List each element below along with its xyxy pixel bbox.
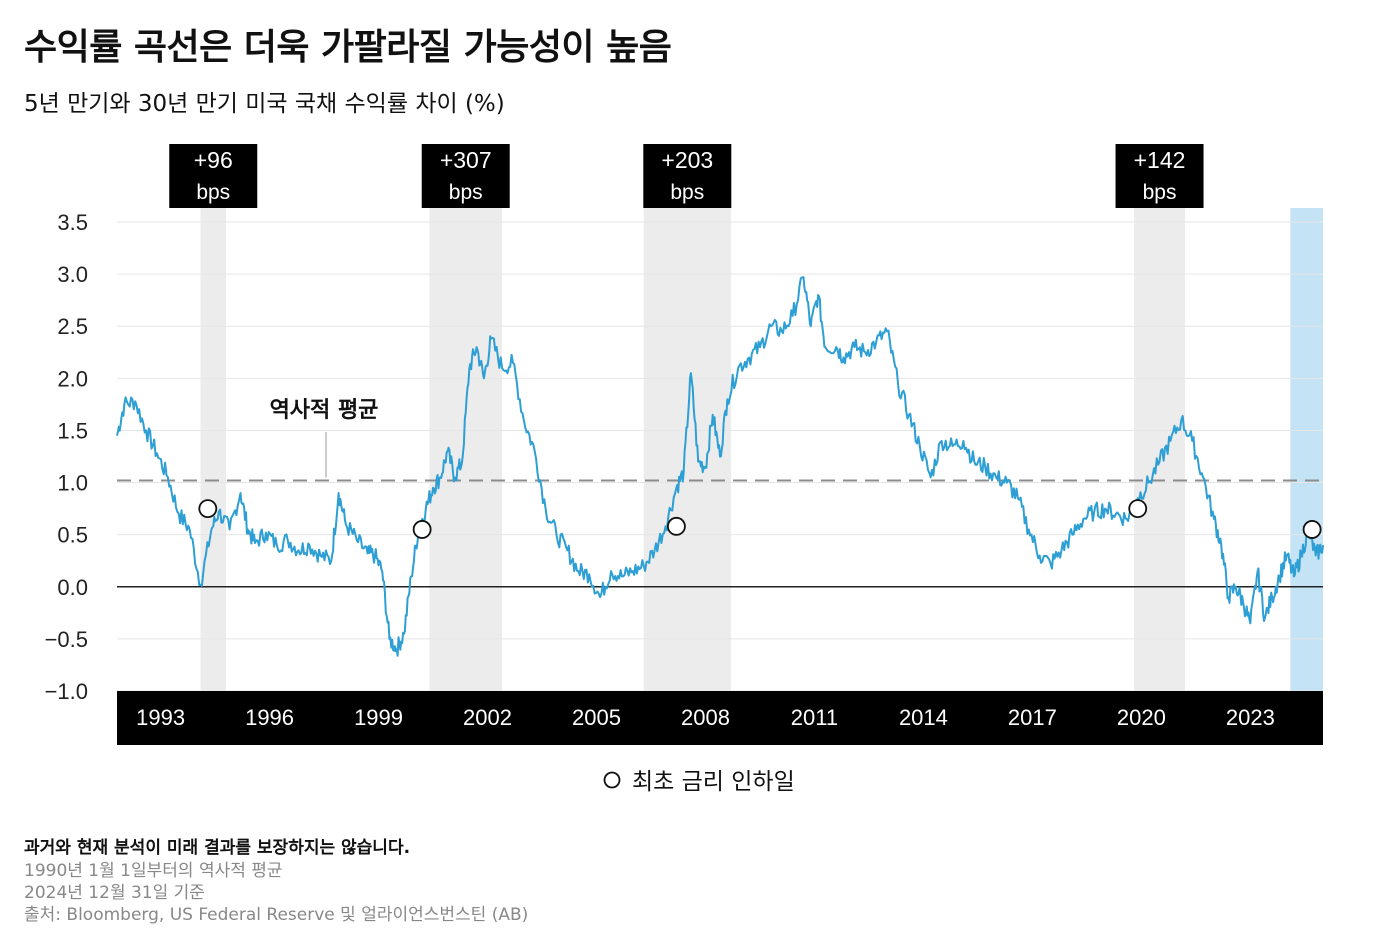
- bps-value-1: +307: [440, 147, 492, 173]
- y-tick-label-9: −1.0: [45, 679, 88, 704]
- bps-box-2: [643, 144, 732, 208]
- x-tick-label-6: 2011: [791, 705, 838, 730]
- x-tick-label-2: 1999: [354, 705, 403, 730]
- bps-unit-3: bps: [1143, 181, 1177, 204]
- easing-period-shade-1: [429, 208, 503, 691]
- average-period-note: 1990년 1월 1일부터의 역사적 평균: [24, 861, 283, 881]
- spread-series-line: [116, 276, 1324, 657]
- bps-value-2: +203: [661, 147, 713, 173]
- disclaimer-note: 과거와 현재 분석이 미래 결과를 보장하지는 않습니다.: [24, 838, 411, 858]
- chart-title: 수익률 곡선은 더욱 가팔라질 가능성이 높음: [24, 27, 672, 68]
- yield-spread-chart: 3.5 3.0 2.5 2.0 1.5 1.0 0.5 0.0 −0.5 −1.0 역사적 평균 19…: [45, 144, 1324, 795]
- first-cut-marker-1: [412, 520, 432, 539]
- y-tick-label-6: 0.5: [57, 523, 88, 548]
- bps-unit-2: bps: [670, 181, 704, 204]
- x-tick-label-4: 2005: [572, 705, 621, 730]
- chart-subtitle: 5년 만기와 30년 만기 미국 국채 수익률 차이 (%): [24, 91, 505, 117]
- y-tick-label-2: 2.5: [57, 314, 88, 339]
- source-note: 출처: Bloomberg, US Federal Reserve 및 얼라이언…: [24, 905, 529, 925]
- historical-average-label: 역사적 평균: [270, 398, 379, 423]
- x-tick-label-3: 2002: [463, 705, 512, 730]
- x-tick-label-0: 1993: [136, 705, 185, 730]
- bps-unit-0: bps: [196, 181, 230, 204]
- easing-period-shade-3: [1134, 208, 1185, 691]
- bps-value-0: +96: [194, 147, 233, 173]
- x-tick-label-10: 2023: [1226, 705, 1275, 730]
- easing-period-shade-2: [643, 208, 731, 691]
- y-tick-label-4: 1.5: [57, 418, 88, 443]
- x-tick-label-8: 2017: [1008, 705, 1057, 730]
- legend-label: 최초 금리 인하일: [632, 769, 795, 795]
- x-tick-label-5: 2008: [681, 705, 730, 730]
- first-cut-marker-4: [1302, 520, 1322, 539]
- y-tick-label-5: 1.0: [57, 471, 88, 496]
- bps-box-0: [169, 144, 258, 208]
- bps-unit-1: bps: [449, 181, 483, 204]
- x-tick-label-1: 1996: [245, 705, 294, 730]
- first-cut-marker-0: [198, 499, 218, 519]
- y-tick-label-1: 3.0: [57, 262, 88, 287]
- y-tick-label-7: 0.0: [57, 575, 88, 600]
- x-axis-band: [117, 691, 1323, 745]
- easing-period-shade-0: [200, 208, 226, 691]
- x-tick-label-7: 2014: [899, 705, 948, 730]
- as-of-date-note: 2024년 12월 31일 기준: [24, 883, 205, 903]
- y-tick-label-3: 2.0: [57, 366, 88, 391]
- bps-box-1: [421, 144, 510, 208]
- y-tick-label-8: −0.5: [45, 627, 88, 652]
- current-period-highlight: [1290, 208, 1323, 691]
- bps-value-3: +142: [1134, 147, 1186, 173]
- x-tick-label-9: 2020: [1117, 705, 1166, 730]
- first-cut-marker-2: [667, 516, 686, 536]
- y-tick-label-0: 3.5: [57, 210, 88, 235]
- first-cut-marker-3: [1128, 499, 1148, 519]
- legend-marker-icon: [603, 771, 621, 789]
- bps-box-3: [1115, 144, 1204, 208]
